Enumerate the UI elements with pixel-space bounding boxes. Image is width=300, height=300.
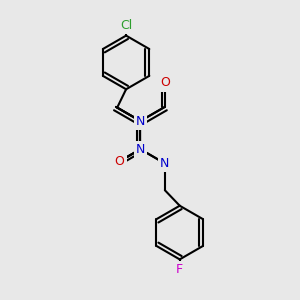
Text: N: N	[136, 115, 145, 128]
Text: O: O	[160, 76, 170, 89]
Text: N: N	[160, 157, 170, 170]
Text: Cl: Cl	[120, 19, 132, 32]
Text: N: N	[136, 143, 145, 156]
Text: O: O	[115, 155, 124, 168]
Text: F: F	[176, 263, 183, 276]
